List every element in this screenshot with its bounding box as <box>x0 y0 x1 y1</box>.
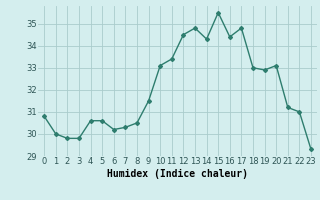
X-axis label: Humidex (Indice chaleur): Humidex (Indice chaleur) <box>107 169 248 179</box>
